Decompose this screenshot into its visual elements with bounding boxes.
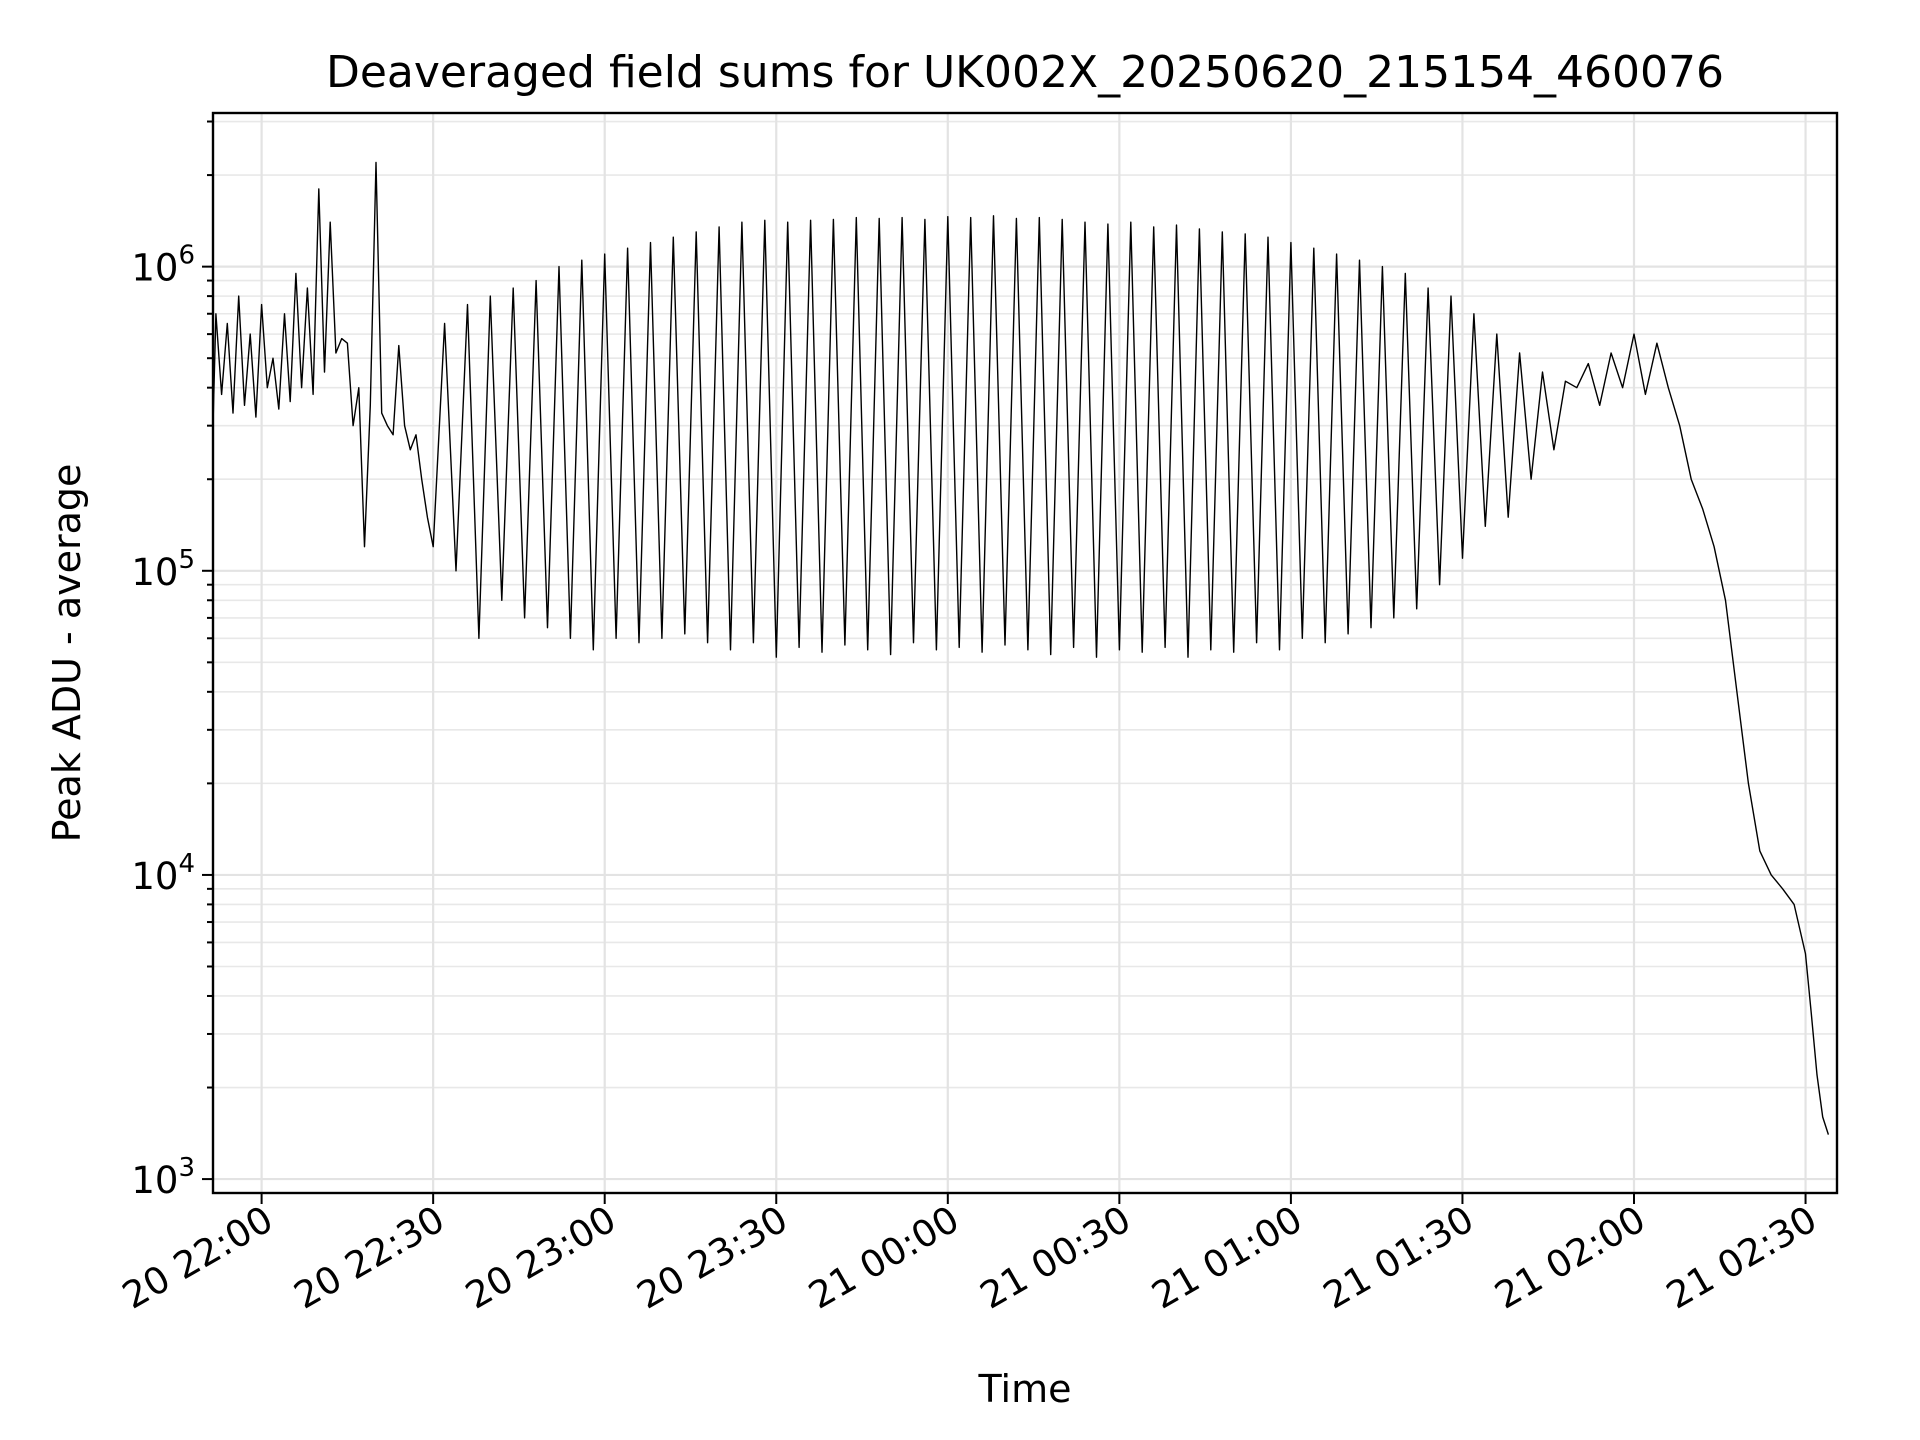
y-tick-base: 10 <box>131 551 178 594</box>
y-tick-exponent: 4 <box>178 849 195 879</box>
y-tick-label: 103 <box>131 1153 195 1202</box>
x-tick-label: 20 23:30 <box>630 1198 795 1318</box>
y-tick-base: 10 <box>131 1159 178 1202</box>
x-axis-ticks: 20 22:00 20 22:30 20 23:00 20 23:30 21 00:00… <box>115 1193 1824 1318</box>
y-tick-exponent: 6 <box>178 241 195 271</box>
y-tick-exponent: 3 <box>178 1153 195 1183</box>
series-layer <box>213 161 1830 1135</box>
y-tick-label: 104 <box>131 849 195 898</box>
y-axis-label: Peak ADU - average <box>45 464 89 843</box>
x-axis-label: Time <box>978 1367 1072 1411</box>
x-tick-label: 20 22:00 <box>115 1198 280 1318</box>
y-tick-base: 10 <box>131 855 178 898</box>
x-tick-label: 21 00:30 <box>973 1198 1138 1318</box>
y-tick-base: 10 <box>131 247 178 290</box>
series-line <box>213 161 1830 1135</box>
x-tick-label: 20 23:00 <box>458 1198 623 1318</box>
x-tick-label: 21 00:00 <box>801 1198 966 1318</box>
x-tick-label: 21 01:00 <box>1145 1198 1310 1318</box>
chart-title: Deaveraged field sums for UK002X_2025062… <box>326 47 1724 98</box>
y-tick-label: 106 <box>131 241 195 290</box>
x-tick-label: 21 01:30 <box>1316 1198 1481 1318</box>
plot-frame <box>211 111 1839 1195</box>
x-tick-label: 20 22:30 <box>287 1198 452 1318</box>
grid <box>213 113 1837 1193</box>
y-tick-label: 105 <box>131 545 195 594</box>
x-tick-label: 21 02:00 <box>1488 1198 1653 1318</box>
x-tick-label: 21 02:30 <box>1659 1198 1824 1318</box>
y-tick-exponent: 5 <box>178 545 195 575</box>
